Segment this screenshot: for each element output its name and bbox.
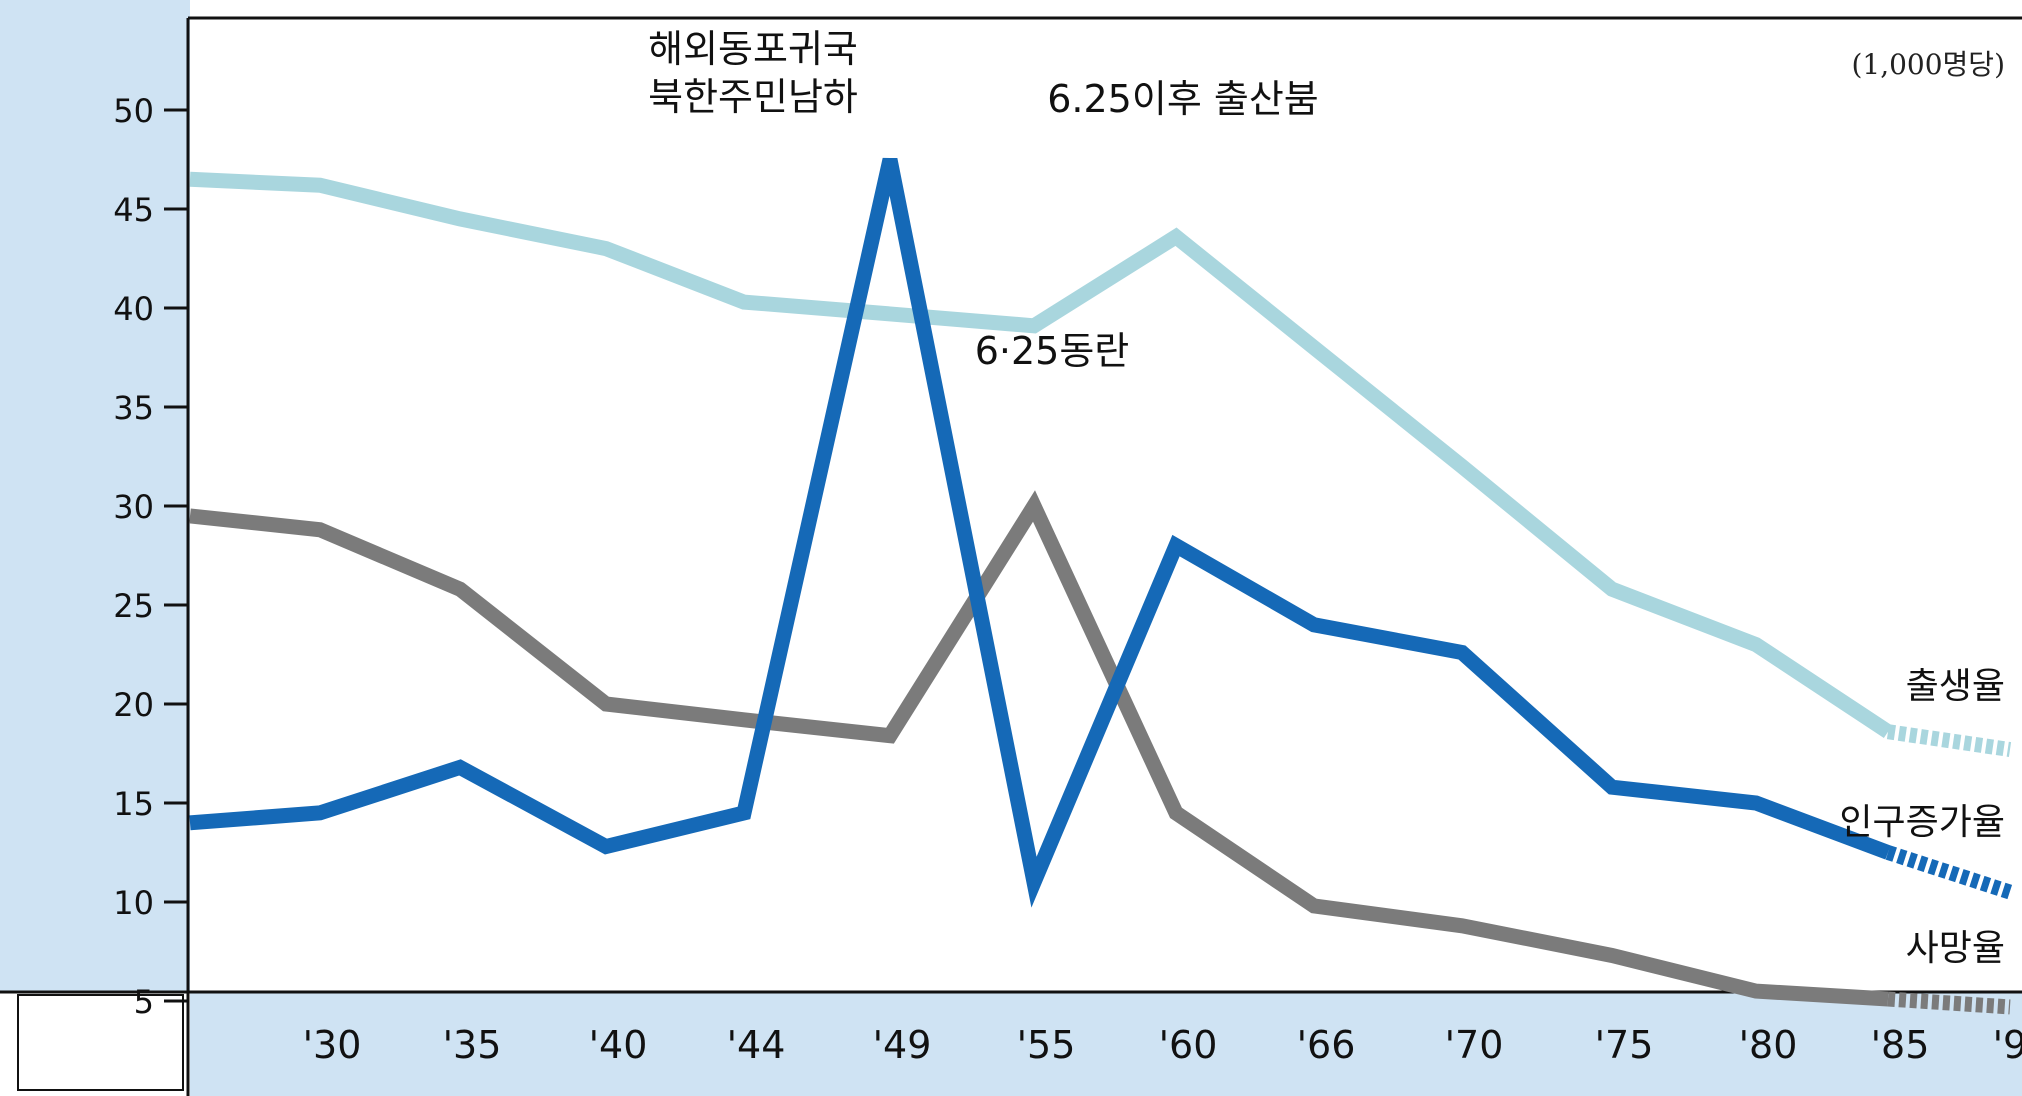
annotation-return: 해외동포귀국 [648, 27, 858, 71]
label-growth-rate: 인구증가율 [1839, 802, 2005, 843]
y-tick-label: 50 [113, 92, 154, 130]
y-tick-label: 5 [134, 983, 154, 1021]
y-tick-label: 40 [113, 290, 154, 328]
x-tick-label: '30 [303, 1023, 362, 1067]
series-line [189, 490, 1889, 1007]
x-tick-label: '40 [589, 1023, 648, 1067]
x-tick-label: '66 [1297, 1023, 1356, 1067]
y-tick-label: 20 [113, 686, 154, 724]
x-tick-label: '85 [1871, 1023, 1930, 1067]
annotation-baby-boom: 6.25이후 출산붐 [1047, 77, 1319, 121]
y-axis-ticks: 5 10 15 20 25 30 35 40 45 50 [113, 92, 188, 1021]
x-tick-label: '60 [1159, 1023, 1218, 1067]
y-tick-label: 35 [113, 389, 154, 427]
x-tick-label: '55 [1017, 1023, 1076, 1067]
bottom-axis-band [190, 992, 2022, 1096]
x-tick-label: '80 [1739, 1023, 1798, 1067]
corner-box [17, 994, 184, 1091]
series-line [189, 157, 1891, 908]
label-birth-rate: 출생율 [1906, 666, 2005, 707]
series-projection [1885, 845, 2013, 900]
x-tick-label: '49 [873, 1023, 932, 1067]
y-tick-label: 30 [113, 488, 154, 526]
y-tick-label: 45 [113, 191, 154, 229]
x-tick-label: '75 [1595, 1023, 1654, 1067]
x-tick-label: '44 [727, 1023, 786, 1067]
series-line [189, 171, 1893, 738]
unit-note: (1,000명당) [1851, 48, 2005, 81]
y-tick-label: 10 [113, 884, 154, 922]
series-projection [1887, 991, 2011, 1015]
x-tick-label: '35 [443, 1023, 502, 1067]
annotation-korean-war: 6·25동란 [975, 329, 1130, 373]
x-tick-label: '70 [1445, 1023, 1504, 1067]
x-tick-label: '90 [1993, 1023, 2022, 1067]
x-axis-ticks: '30 '35 '40 '44 '49 '55 '60 '66 '70 '75 '80 '85 '90 [303, 1023, 2022, 1067]
label-death-rate: 사망율 [1906, 928, 2005, 969]
y-tick-label: 15 [113, 785, 154, 823]
y-tick-label: 25 [113, 587, 154, 625]
annotation-north-migration: 북한주민남하 [648, 75, 858, 119]
series-lines [189, 157, 2013, 1015]
series-projection [1886, 724, 2012, 757]
left-axis-band [0, 0, 190, 992]
